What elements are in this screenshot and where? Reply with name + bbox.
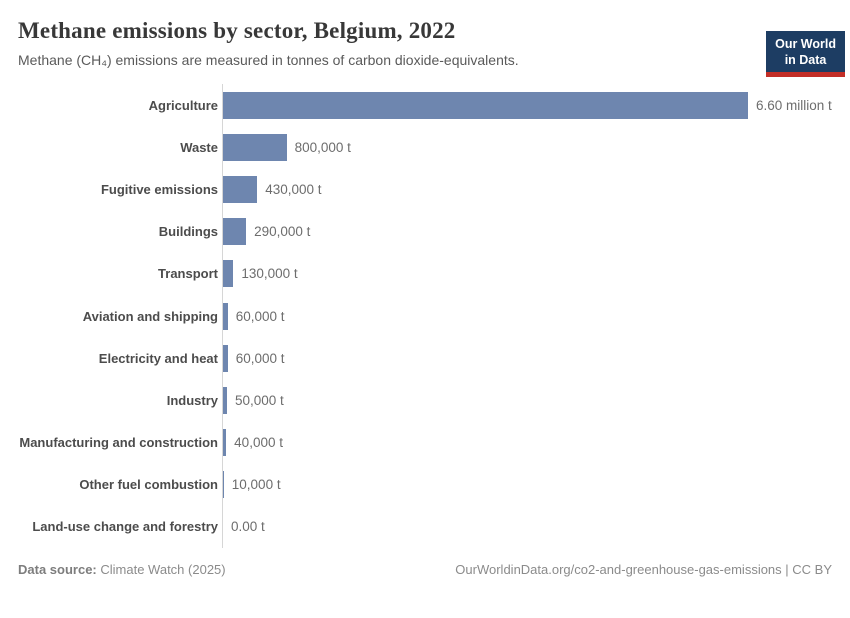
bar[interactable] bbox=[223, 218, 247, 246]
value-label: 6.60 million t bbox=[756, 97, 832, 113]
data-source-value: Climate Watch (2025) bbox=[100, 562, 226, 578]
category-label: Transport bbox=[158, 266, 218, 282]
bar-track: 430,000 t bbox=[222, 168, 832, 211]
chart-page: Methane emissions by sector, Belgium, 20… bbox=[0, 18, 850, 618]
bar[interactable] bbox=[223, 260, 234, 288]
chart-row: Other fuel combustion 10,000 t bbox=[18, 463, 832, 506]
data-source: Data source: Climate Watch (2025) bbox=[18, 562, 226, 577]
category-label: Electricity and heat bbox=[98, 350, 218, 366]
bar-track: 0.00 t bbox=[222, 505, 832, 549]
chart-row: Electricity and heat 60,000 t bbox=[18, 337, 832, 380]
chart-row: Land-use change and forestry 0.00 t bbox=[18, 505, 832, 549]
bar-track: 800,000 t bbox=[222, 126, 832, 169]
category-label: Other fuel combustion bbox=[79, 477, 218, 493]
bar[interactable] bbox=[223, 133, 287, 161]
chart-row: Fugitive emissions 430,000 t bbox=[18, 168, 832, 211]
value-label: 60,000 t bbox=[235, 350, 285, 366]
owid-logo[interactable]: Our World in Data bbox=[766, 31, 845, 78]
bar-track: 6.60 million t bbox=[222, 84, 832, 127]
bar[interactable] bbox=[223, 91, 748, 119]
bar-track: 60,000 t bbox=[222, 294, 832, 338]
bar-track: 60,000 t bbox=[222, 337, 832, 380]
category-label: Aviation and shipping bbox=[82, 308, 218, 324]
value-label: 60,000 t bbox=[235, 308, 285, 324]
bar[interactable] bbox=[223, 386, 227, 414]
value-label: 40,000 t bbox=[234, 435, 283, 451]
chart-row: Buildings 290,000 t bbox=[18, 210, 832, 253]
category-label: Waste bbox=[180, 139, 218, 155]
bar[interactable] bbox=[223, 302, 228, 330]
chart-row: Waste 800,000 t bbox=[18, 126, 832, 169]
category-label: Buildings bbox=[158, 224, 218, 240]
bar[interactable] bbox=[223, 175, 258, 203]
value-label: 430,000 t bbox=[265, 181, 322, 197]
bar-track: 130,000 t bbox=[222, 252, 832, 295]
bar[interactable] bbox=[223, 471, 224, 499]
page-title: Methane emissions by sector, Belgium, 20… bbox=[18, 18, 456, 43]
chart-row: Industry 50,000 t bbox=[18, 379, 832, 422]
header: Methane emissions by sector, Belgium, 20… bbox=[18, 18, 845, 78]
owid-logo-line2: in Data bbox=[784, 52, 827, 67]
data-source-label: Data source: bbox=[18, 562, 97, 578]
bar[interactable] bbox=[223, 344, 228, 372]
category-label: Agriculture bbox=[148, 97, 218, 113]
chart-row: Transport 130,000 t bbox=[18, 252, 832, 295]
page-subtitle: Methane (CH₄) emissions are measured in … bbox=[18, 52, 519, 68]
value-label: 130,000 t bbox=[241, 266, 298, 282]
category-label: Industry bbox=[166, 392, 218, 408]
chart-row: Aviation and shipping 60,000 t bbox=[18, 294, 832, 338]
bar-chart: Agriculture 6.60 million t Waste 800,000 t F… bbox=[18, 84, 832, 549]
value-label: 0.00 t bbox=[231, 519, 265, 535]
value-label: 290,000 t bbox=[254, 224, 311, 240]
value-label: 10,000 t bbox=[231, 477, 281, 493]
category-label: Land-use change and forestry bbox=[32, 519, 218, 535]
footer: Data source: Climate Watch (2025) OurWor… bbox=[18, 562, 832, 577]
attribution-link[interactable]: OurWorldinData.org/co2-and-greenhouse-ga… bbox=[455, 562, 832, 578]
owid-logo-line1: Our World bbox=[775, 37, 836, 51]
category-label: Fugitive emissions bbox=[100, 181, 218, 197]
bar-track: 10,000 t bbox=[222, 463, 832, 506]
bar[interactable] bbox=[223, 429, 227, 457]
category-label: Manufacturing and construction bbox=[19, 435, 218, 451]
value-label: 800,000 t bbox=[294, 139, 351, 155]
bar-track: 290,000 t bbox=[222, 210, 832, 253]
chart-row: Agriculture 6.60 million t bbox=[18, 84, 832, 127]
bar-track: 50,000 t bbox=[222, 379, 832, 422]
value-label: 50,000 t bbox=[234, 392, 284, 408]
chart-row: Manufacturing and construction 40,000 t bbox=[18, 421, 832, 464]
bar-track: 40,000 t bbox=[222, 421, 832, 464]
